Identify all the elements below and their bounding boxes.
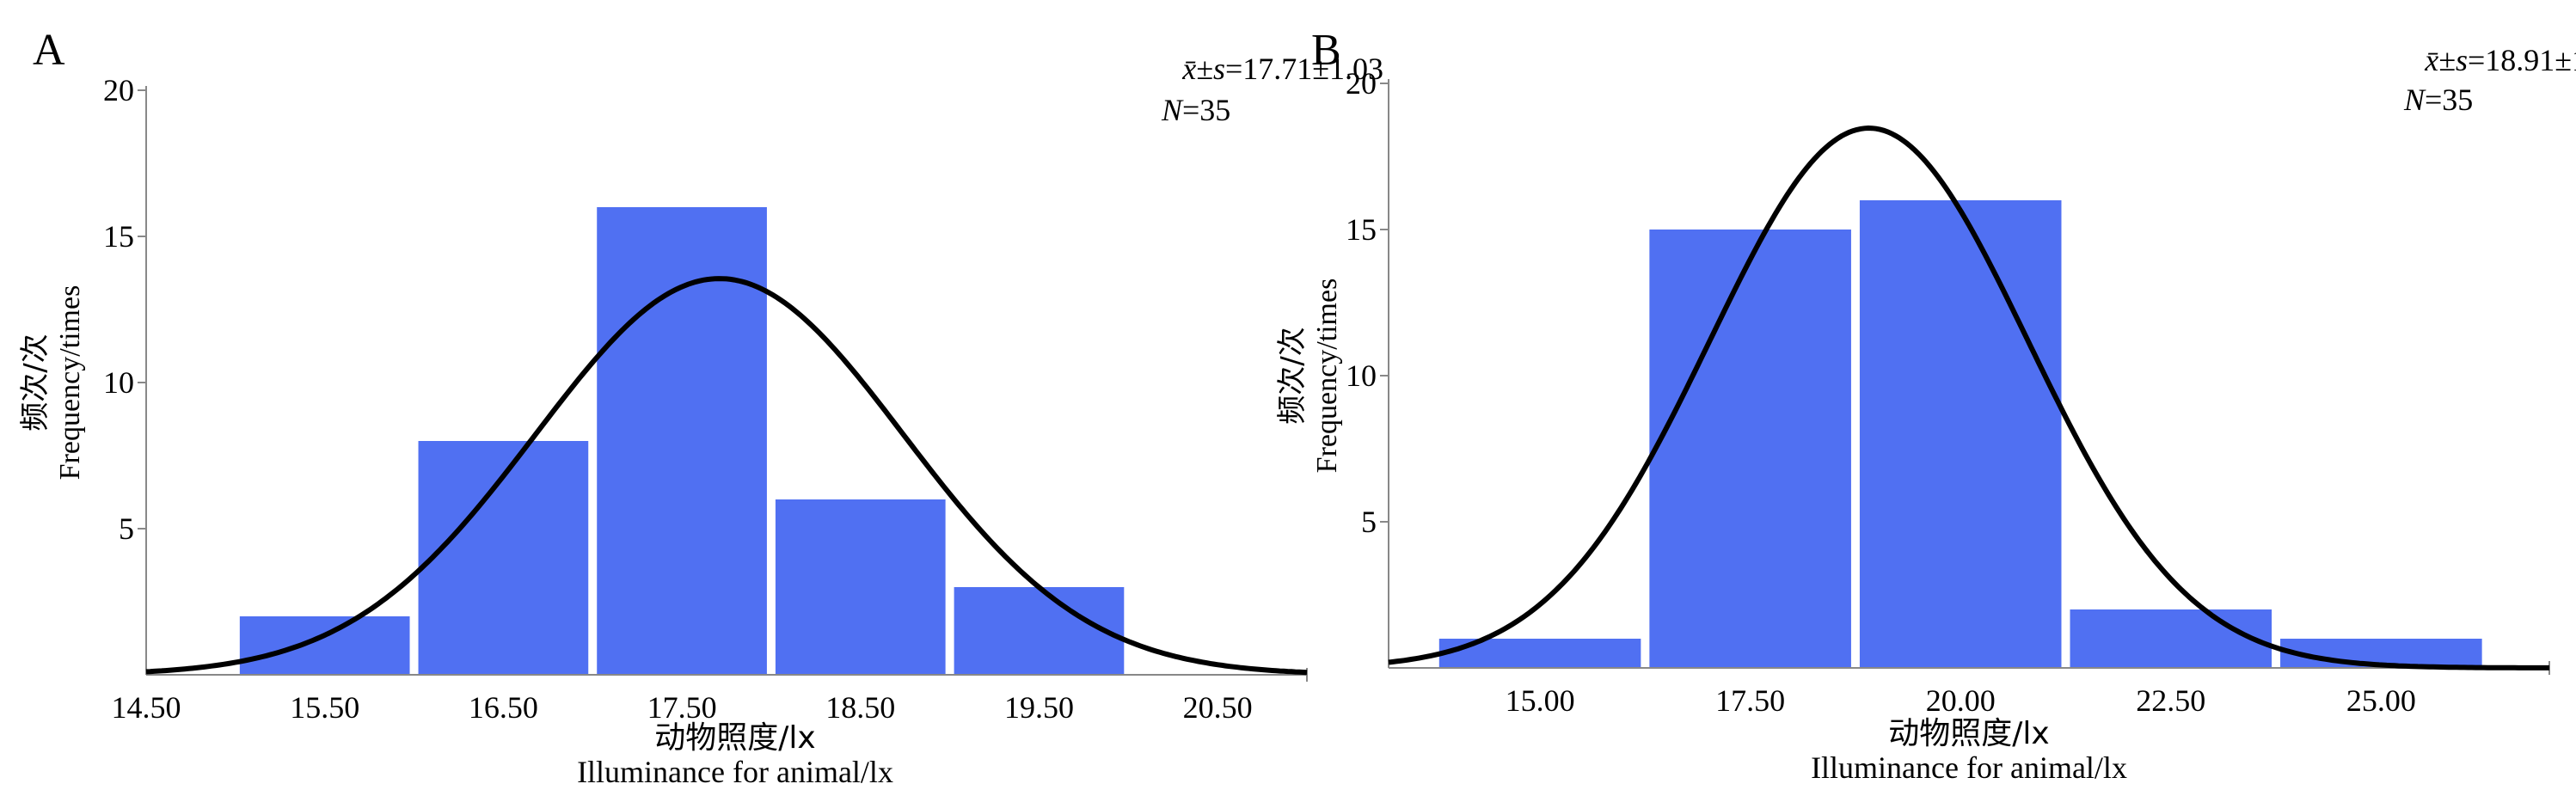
normal-curve: [1388, 125, 2549, 670]
n-value: =35: [1182, 93, 1230, 127]
x-tick-label: 22.50: [2136, 683, 2205, 718]
x-axis-label-en: Illuminance for animal/lx: [1811, 750, 2127, 785]
x-axis-label-cn: 动物照度/lx: [1888, 716, 2049, 751]
histogram-bar: [2070, 609, 2272, 668]
x-axis-label-cn: 动物照度/lx: [654, 720, 815, 756]
y-tick-label: 20: [103, 73, 134, 107]
histogram-bar: [239, 616, 410, 675]
stat-value: =17.71±1.03: [1225, 52, 1383, 86]
stat-symbol: x̄±s: [1181, 52, 1225, 86]
y-tick-label: 15: [103, 219, 134, 254]
x-tick-label: 14.50: [112, 690, 181, 725]
x-tick-label: 16.50: [469, 690, 538, 725]
y-tick-label: 15: [1346, 212, 1377, 247]
panel-label: B: [1311, 26, 1341, 75]
y-tick-label: 5: [1361, 505, 1377, 539]
x-tick-label: 20.00: [1926, 683, 1996, 718]
y-tick-label: 10: [1346, 358, 1377, 393]
histogram-bar: [1649, 230, 1851, 668]
x-tick-label: 17.50: [1715, 683, 1785, 718]
n-value: =35: [2425, 83, 2473, 117]
x-tick-label: 20.50: [1183, 690, 1253, 725]
y-tick-label: 10: [103, 365, 134, 400]
stat-symbol: x̄±s: [2424, 43, 2468, 77]
x-tick-label: 18.50: [825, 690, 895, 725]
x-tick-label: 15.00: [1506, 683, 1575, 718]
n-symbol: N: [2403, 83, 2426, 117]
histogram-bar: [775, 499, 946, 675]
x-axis-label-en: Illuminance for animal/lx: [577, 755, 893, 789]
y-tick-label: 5: [119, 511, 134, 546]
histogram-bar: [954, 587, 1125, 675]
y-axis-label-en: Frequency/times: [54, 285, 86, 481]
y-axis-label-cn: 频次/次: [18, 334, 52, 431]
histogram-bar: [597, 207, 767, 675]
y-axis-label-en: Frequency/times: [1311, 279, 1343, 474]
histogram-bar: [1859, 200, 2062, 668]
x-tick-label: 19.50: [1004, 690, 1074, 725]
normal-curve: [145, 276, 1308, 676]
x-tick-label: 15.50: [290, 690, 359, 725]
y-tick-label: 20: [1346, 66, 1377, 101]
panel-label: A: [33, 26, 65, 75]
n-symbol: N: [1161, 93, 1184, 127]
x-tick-label: 17.50: [647, 690, 717, 725]
y-axis-label-cn: 频次/次: [1275, 327, 1309, 424]
x-tick-label: 25.00: [2346, 683, 2416, 718]
stat-value: =18.91±1.89: [2468, 43, 2576, 77]
